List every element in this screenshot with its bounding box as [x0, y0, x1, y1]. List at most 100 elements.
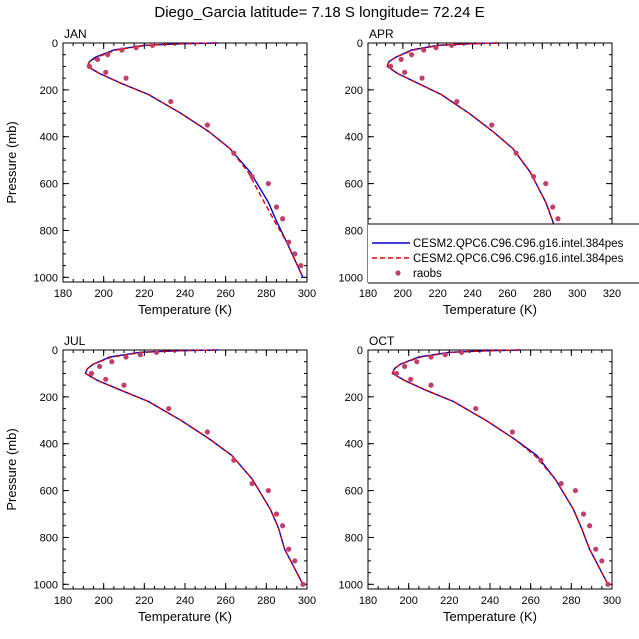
plot-frame — [62, 42, 308, 283]
raobs-point — [204, 122, 210, 128]
x-tick-label: 220 — [135, 595, 153, 607]
figure-title: Diego_Garcia latitude= 7.18 S longitude=… — [154, 4, 485, 21]
x-tick-label: 180 — [359, 288, 377, 300]
raobs-point — [265, 180, 271, 187]
y-tick-label: 400 — [40, 132, 58, 144]
raobs-point — [593, 546, 599, 552]
legend-label: raobs — [413, 268, 442, 280]
raobs-point — [133, 45, 139, 51]
y-tick-label: 600 — [345, 179, 363, 191]
raobs-point — [97, 363, 103, 370]
panel-label: APR — [369, 27, 394, 41]
x-tick-label: 240 — [176, 595, 194, 607]
y-tick-label: 200 — [40, 85, 58, 97]
raobs-point — [86, 63, 93, 70]
y-tick-label: 0 — [357, 345, 363, 357]
y-tick-label: 800 — [40, 225, 58, 237]
raobs-point — [300, 581, 306, 587]
raobs-point — [473, 405, 479, 412]
y-tick-label: 400 — [345, 439, 363, 451]
raobs-point — [280, 216, 286, 222]
plot-frame — [62, 349, 308, 590]
raobs-point — [513, 150, 519, 156]
model-line-solid — [86, 42, 304, 278]
legend: CESM2.QPC6.C96.C96.g16.intel.384pes CESM2… — [368, 223, 639, 284]
x-tick-label: 280 — [533, 288, 551, 300]
y-tick-label: 600 — [40, 179, 58, 191]
x-tick-label: 200 — [94, 288, 112, 300]
x-tick-label: 300 — [568, 288, 586, 300]
raobs-point — [103, 69, 109, 75]
raobs-point — [103, 376, 109, 382]
raobs-point — [398, 56, 404, 63]
raobs-point — [428, 354, 434, 360]
raobs-point — [572, 487, 579, 494]
raobs-point — [123, 75, 129, 81]
model-line-solid — [84, 349, 304, 585]
panel-label: JUL — [64, 334, 86, 348]
raobs-point — [292, 251, 298, 257]
raobs-point — [458, 349, 465, 355]
raobs-point — [286, 546, 292, 552]
y-tick-label: 400 — [40, 439, 58, 451]
x-tick-label: 240 — [176, 288, 194, 300]
panel-jul: JUL 180 200 220 240 260 280 300 0 200 400 600 800 100… — [4, 334, 316, 624]
y-tick-label: 1000 — [339, 579, 363, 591]
y-tick-label: 200 — [345, 392, 363, 404]
raobs-point — [273, 204, 280, 210]
panel-label: JAN — [64, 27, 87, 41]
raobs-point — [123, 354, 129, 360]
raobs-point — [393, 370, 400, 377]
raobs-point — [231, 150, 237, 156]
raobs-point — [88, 370, 95, 377]
x-axis-label: Temperature (K) — [138, 609, 232, 624]
raobs-point — [509, 429, 515, 435]
y-tick-label: 600 — [40, 486, 58, 498]
legend-label: CESM2.QPC6.C96.C96.g16.intel.384pes — [413, 253, 624, 265]
x-tick-label: 320 — [603, 288, 621, 300]
x-tick-label: 280 — [257, 288, 275, 300]
raobs-point — [543, 180, 549, 187]
y-tick-label: 1000 — [34, 272, 58, 284]
x-tick-label: 200 — [94, 595, 112, 607]
raobs-point — [204, 429, 210, 435]
model-line-dashed — [84, 349, 304, 585]
raobs-point — [153, 349, 160, 355]
model-line-dashed — [391, 349, 609, 585]
raobs-point — [428, 382, 434, 388]
raobs-point — [94, 56, 101, 63]
raobs-point — [109, 359, 115, 365]
x-tick-label: 240 — [481, 595, 499, 607]
y-tick-label: 800 — [40, 532, 58, 544]
raobs-point — [587, 523, 593, 529]
raobs-point — [408, 376, 414, 382]
raobs-point — [433, 45, 439, 51]
x-tick-label: 300 — [603, 595, 621, 607]
raobs-point — [402, 69, 408, 75]
raobs-point — [599, 558, 605, 564]
raobs-point — [298, 262, 304, 269]
raobs-point — [550, 204, 556, 210]
x-tick-label: 180 — [54, 595, 72, 607]
panel-jan: JAN 180 200 220 240 260 280 300 0 200 400 600 800 100… — [4, 27, 316, 317]
raobs-point — [489, 122, 495, 128]
raobs-point — [388, 63, 394, 70]
raobs-point — [119, 47, 125, 53]
y-tick-label: 200 — [40, 392, 58, 404]
x-axis-label: Temperature (K) — [443, 302, 537, 317]
model-line-dashed — [386, 42, 578, 278]
y-tick-label: 1000 — [34, 579, 58, 591]
y-tick-label: 400 — [345, 132, 363, 144]
legend-label: CESM2.QPC6.C96.C96.g16.intel.384pes — [413, 238, 624, 250]
y-tick-label: 1000 — [339, 272, 363, 284]
x-tick-label: 300 — [298, 595, 316, 607]
raobs-point — [265, 487, 271, 494]
x-tick-label: 220 — [135, 288, 153, 300]
raobs-point — [454, 98, 460, 105]
x-tick-label: 260 — [521, 595, 539, 607]
x-tick-label: 180 — [359, 595, 377, 607]
y-axis-label: Pressure (mb) — [4, 121, 19, 203]
raobs-point — [421, 47, 427, 53]
raobs-point — [249, 480, 255, 487]
